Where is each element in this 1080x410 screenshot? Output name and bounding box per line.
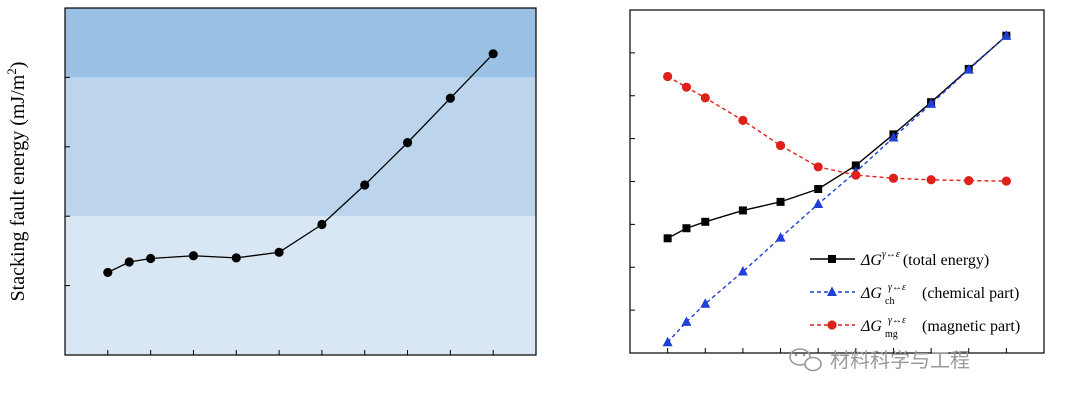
series-point-2 xyxy=(700,93,710,103)
sfe-point xyxy=(124,257,134,267)
panel-a-stacking-fault-energy: Stacking fault energy (mJ/m2) xyxy=(4,7,537,356)
series-point-2 xyxy=(888,173,899,183)
legend-subscript: ch xyxy=(885,296,894,307)
series-point-1 xyxy=(775,232,786,242)
legend: ΔGγ↔ε (total energy)ΔG γ↔ε ch (chemical part… xyxy=(810,249,1020,340)
sfe-point xyxy=(445,93,455,103)
sfe-point xyxy=(317,219,327,230)
legend-superscript: γ↔ε xyxy=(888,282,906,293)
legend-superscript: γ↔ε xyxy=(882,249,900,260)
legend-delta-g: ΔG xyxy=(860,318,882,335)
series-point-1 xyxy=(700,298,711,308)
region-band xyxy=(65,77,536,217)
legend-label: (total energy) xyxy=(903,252,989,269)
series-point-2 xyxy=(738,115,748,126)
panel-b-gibbs-free-energy: ΔGγ↔ε (total energy)ΔG γ↔ε ch (chemical part… xyxy=(629,9,1045,354)
series-point-1 xyxy=(963,64,974,74)
watermark: 材料科学与工程 xyxy=(789,348,970,372)
series-point-1 xyxy=(662,336,673,347)
sfe-point xyxy=(188,251,199,261)
series-point-0 xyxy=(851,161,860,170)
series-point-2 xyxy=(1001,176,1011,186)
y-axis-title: Stacking fault energy (mJ/m2) xyxy=(4,62,29,302)
series-point-0 xyxy=(738,206,747,215)
series-point-2 xyxy=(851,170,861,180)
legend-entry-2: ΔG γ↔ε mg (magnetic part) xyxy=(860,315,1020,340)
legend-subscript: mg xyxy=(885,329,898,340)
legend-marker-1 xyxy=(827,286,837,296)
series-point-2 xyxy=(775,140,786,151)
region-band xyxy=(65,8,536,78)
sfe-point xyxy=(360,180,370,190)
sfe-point xyxy=(402,138,413,148)
series-point-2 xyxy=(663,71,673,82)
legend-delta-g: ΔG xyxy=(860,285,882,302)
series-point-1 xyxy=(888,132,899,142)
legend-delta-g: ΔG xyxy=(860,252,882,269)
region-band xyxy=(65,216,536,355)
series-point-2 xyxy=(964,176,974,186)
series-point-2 xyxy=(681,82,692,92)
series-point-0 xyxy=(682,224,691,233)
legend-marker-2 xyxy=(827,320,837,330)
series-point-0 xyxy=(701,217,710,226)
legend-entry-1: ΔG γ↔ε ch (chemical part) xyxy=(860,282,1019,307)
series-point-0 xyxy=(814,185,823,194)
series-point-1 xyxy=(737,266,748,276)
series-point-1 xyxy=(681,316,692,326)
watermark-text: 材料科学与工程 xyxy=(830,348,970,372)
sfe-point xyxy=(488,49,498,59)
series-point-2 xyxy=(926,175,936,185)
plot-frame xyxy=(64,7,537,356)
plot-background xyxy=(630,10,1044,353)
series-point-0 xyxy=(776,197,785,206)
series-point-1 xyxy=(1001,30,1012,40)
legend-label: (magnetic part) xyxy=(922,318,1020,335)
y-axis-title-main: Stacking fault energy (mJ/m xyxy=(7,74,29,301)
sfe-point xyxy=(274,247,284,257)
y-axis-title-sup: 2 xyxy=(4,68,19,75)
series-point-0 xyxy=(663,234,672,243)
legend-superscript: γ↔ε xyxy=(888,315,906,326)
legend-label: (chemical part) xyxy=(922,285,1019,302)
series-point-1 xyxy=(926,98,937,108)
legend-entry-0: ΔGγ↔ε (total energy) xyxy=(860,249,989,269)
series-point-2 xyxy=(813,162,823,172)
sfe-point xyxy=(231,253,241,263)
wechat-icon xyxy=(789,348,822,372)
sfe-point xyxy=(103,267,113,278)
series-point-1 xyxy=(813,198,824,209)
sfe-point xyxy=(146,253,156,264)
legend-marker-0 xyxy=(828,255,836,263)
y-axis-title-end: ) xyxy=(7,62,29,69)
